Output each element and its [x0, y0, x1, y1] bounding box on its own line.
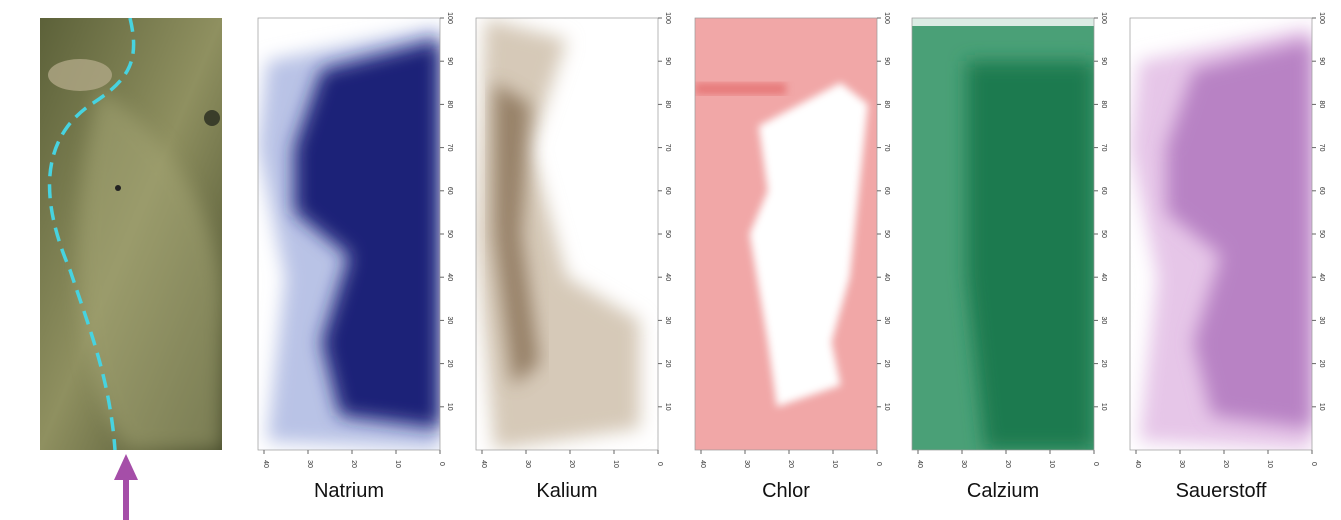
x-tick-label: 0 — [875, 462, 882, 466]
x-tick-label: 0 — [1310, 462, 1317, 466]
x-tick-label: 30 — [960, 460, 967, 468]
y-tick-label: 80 — [1318, 101, 1325, 109]
photo — [40, 18, 222, 450]
y-tick-label: 90 — [1100, 57, 1107, 65]
y-tick-label: 50 — [883, 230, 890, 238]
x-tick-label: 30 — [524, 460, 531, 468]
map-image — [476, 18, 658, 450]
y-tick-label: 60 — [1318, 187, 1325, 195]
y-tick-label: 50 — [446, 230, 453, 238]
map-image — [695, 18, 877, 450]
x-tick-label: 20 — [568, 460, 575, 468]
y-tick-label: 30 — [664, 317, 671, 325]
y-tick-label: 40 — [1100, 273, 1107, 281]
y-tick-label: 70 — [664, 144, 671, 152]
y-tick-label: 70 — [1100, 144, 1107, 152]
y-tick-label: 10 — [883, 403, 890, 411]
y-tick-label: 20 — [446, 360, 453, 368]
y-tick-label: 10 — [446, 403, 453, 411]
x-tick-label: 10 — [612, 460, 619, 468]
x-tick-label: 30 — [306, 460, 313, 468]
y-tick-label: 50 — [1318, 230, 1325, 238]
y-tick-label: 30 — [446, 317, 453, 325]
x-tick-label: 30 — [1178, 460, 1185, 468]
y-tick-label: 90 — [664, 57, 671, 65]
x-tick-label: 20 — [1004, 460, 1011, 468]
y-tick-label: 40 — [664, 273, 671, 281]
y-tick-label: 80 — [664, 101, 671, 109]
y-tick-label: 60 — [446, 187, 453, 195]
x-tick-label: 10 — [394, 460, 401, 468]
map-label: Calzium — [967, 480, 1039, 502]
x-tick-label: 0 — [438, 462, 445, 466]
x-tick-label: 10 — [1266, 460, 1273, 468]
y-tick-label: 60 — [664, 187, 671, 195]
y-tick-label: 30 — [1318, 317, 1325, 325]
map-label: Sauerstoff — [1176, 480, 1267, 502]
x-tick-label: 30 — [743, 460, 750, 468]
y-tick-label: 90 — [883, 57, 890, 65]
y-tick-label: 60 — [1100, 187, 1107, 195]
x-tick-label: 10 — [831, 460, 838, 468]
y-tick-label: 70 — [883, 144, 890, 152]
y-tick-label: 60 — [883, 187, 890, 195]
y-tick-label: 40 — [1318, 273, 1325, 281]
map-label: Kalium — [536, 480, 597, 502]
y-tick-label: 100 — [883, 12, 890, 24]
y-tick-label: 40 — [446, 273, 453, 281]
y-tick-label: 50 — [1100, 230, 1107, 238]
y-tick-label: 70 — [1318, 144, 1325, 152]
x-tick-label: 20 — [1222, 460, 1229, 468]
y-tick-label: 80 — [1100, 101, 1107, 109]
y-tick-label: 50 — [664, 230, 671, 238]
y-tick-label: 100 — [1100, 12, 1107, 24]
x-tick-label: 20 — [350, 460, 357, 468]
y-tick-label: 40 — [883, 273, 890, 281]
arrow — [114, 454, 138, 520]
y-tick-label: 70 — [446, 144, 453, 152]
y-tick-label: 30 — [1100, 317, 1107, 325]
y-tick-label: 10 — [1100, 403, 1107, 411]
y-tick-label: 80 — [446, 101, 453, 109]
y-tick-label: 10 — [1318, 403, 1325, 411]
y-tick-label: 100 — [446, 12, 453, 24]
y-tick-label: 20 — [883, 360, 890, 368]
x-tick-label: 40 — [916, 460, 923, 468]
y-tick-label: 90 — [446, 57, 453, 65]
x-tick-label: 20 — [787, 460, 794, 468]
y-tick-label: 20 — [1318, 360, 1325, 368]
x-tick-label: 40 — [1134, 460, 1141, 468]
map-image — [258, 18, 440, 450]
y-tick-label: 10 — [664, 403, 671, 411]
x-tick-label: 40 — [480, 460, 487, 468]
map-image — [1130, 18, 1312, 450]
x-tick-label: 40 — [699, 460, 706, 468]
y-tick-label: 90 — [1318, 57, 1325, 65]
x-tick-label: 0 — [656, 462, 663, 466]
y-tick-label: 100 — [664, 12, 671, 24]
map-image — [912, 18, 1094, 450]
y-tick-label: 100 — [1318, 12, 1325, 24]
map-label: Chlor — [762, 480, 810, 502]
x-tick-label: 40 — [262, 460, 269, 468]
y-tick-label: 20 — [1100, 360, 1107, 368]
y-tick-label: 80 — [883, 101, 890, 109]
x-tick-label: 10 — [1048, 460, 1055, 468]
y-tick-label: 30 — [883, 317, 890, 325]
y-tick-label: 20 — [664, 360, 671, 368]
map-label: Natrium — [314, 480, 384, 502]
x-tick-label: 0 — [1092, 462, 1099, 466]
